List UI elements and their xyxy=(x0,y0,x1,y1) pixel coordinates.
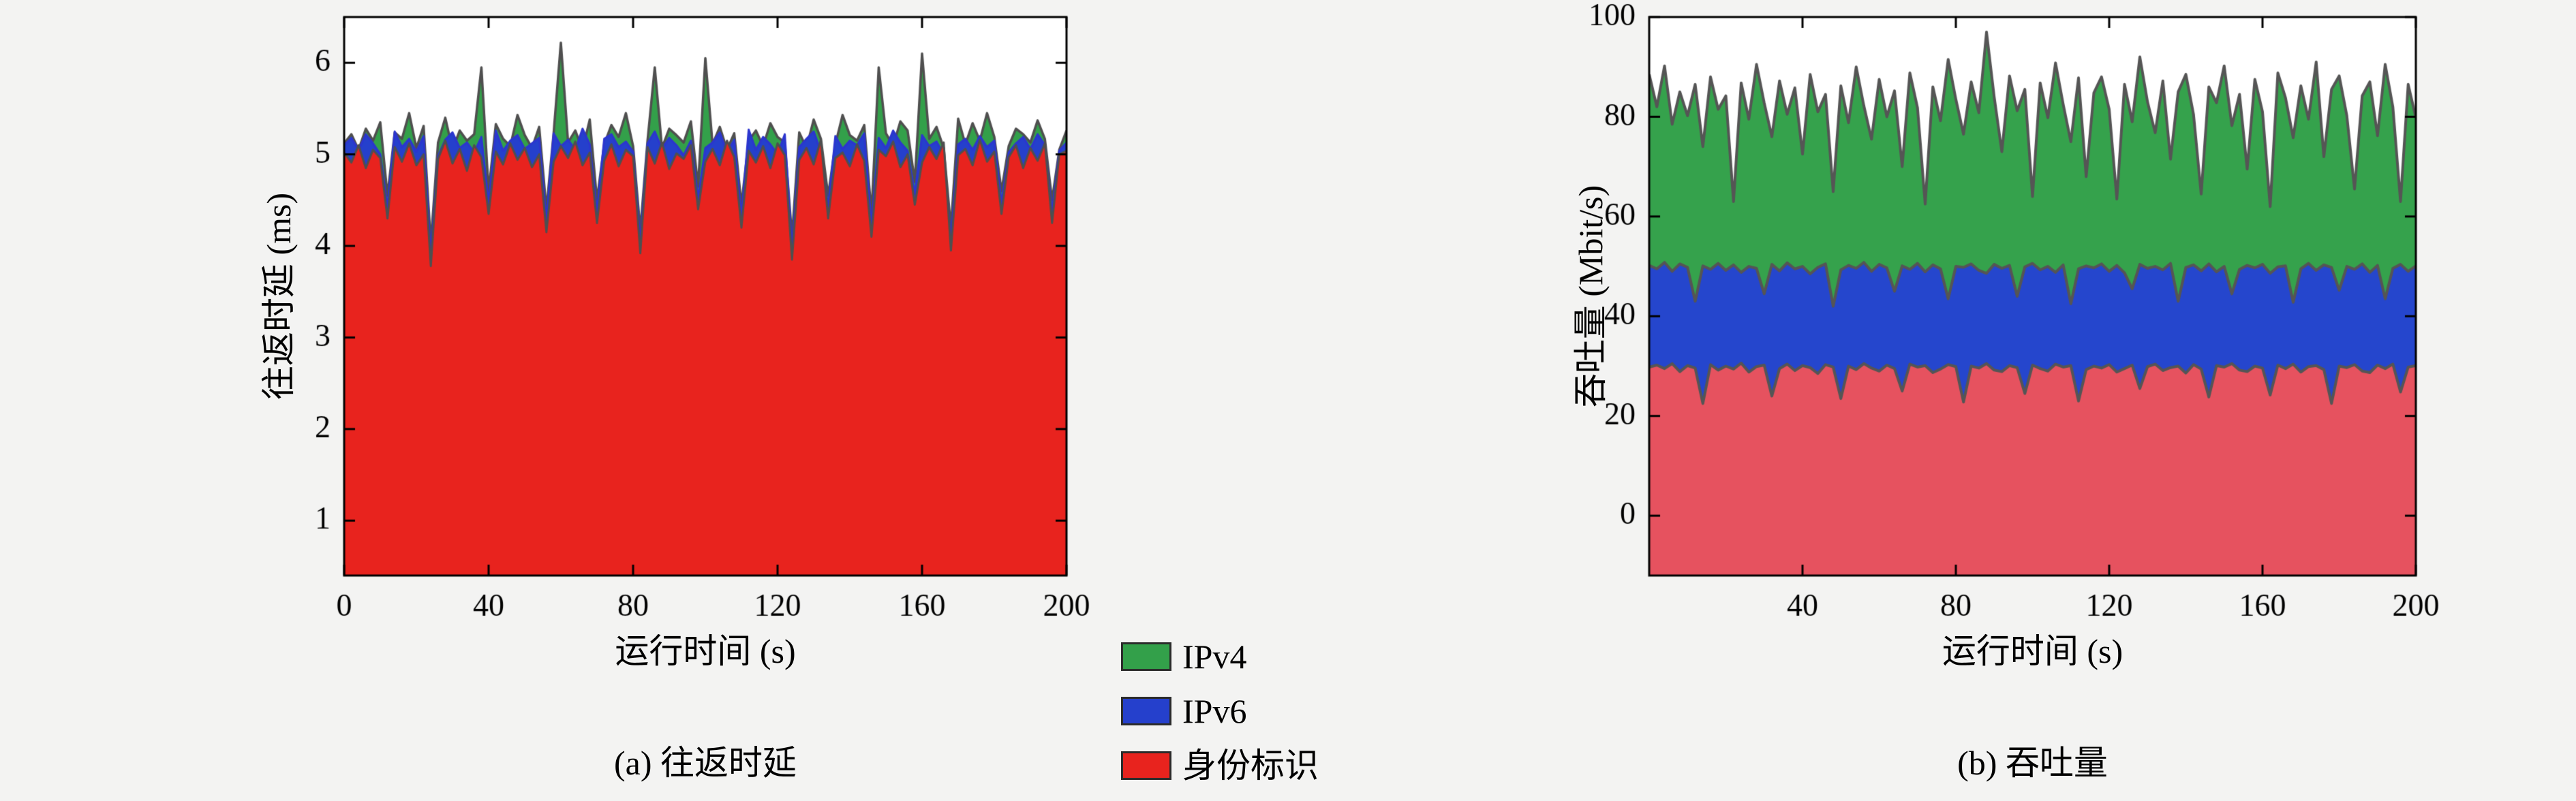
rtt-plot-canvas xyxy=(225,0,1179,668)
legend-item-ipv4: IPv4 xyxy=(1121,637,1319,676)
throughput-caption: (b) 吞吐量 xyxy=(1957,744,2108,782)
throughput-plot-canvas xyxy=(1523,0,2477,668)
ipv4-legend-label: IPv4 xyxy=(1182,638,1247,676)
throughput-y-axis-label: 吞吐量 (Mbit/s) xyxy=(1571,185,1610,408)
legend-item-ipv6: IPv6 xyxy=(1121,691,1319,731)
ipv6-color-swatch-icon xyxy=(1121,697,1171,725)
throughput-x-axis-label: 运行时间 (s) xyxy=(1942,632,2123,670)
rtt-caption: (a) 往返时延 xyxy=(614,744,797,782)
identity-legend-label: 身份标识 xyxy=(1182,747,1319,785)
ipv4-color-swatch-icon xyxy=(1121,642,1171,671)
identity-color-swatch-icon xyxy=(1121,751,1171,780)
ipv6-legend-label: IPv6 xyxy=(1182,692,1247,730)
rtt-chart: 往返时延 (ms) 运行时间 (s) (a) 往返时延 xyxy=(225,0,1179,801)
rtt-x-axis-label: 运行时间 (s) xyxy=(615,632,796,670)
legend: IPv4 IPv6 身份标识 xyxy=(1121,637,1319,800)
legend-item-identity: 身份标识 xyxy=(1121,746,1319,785)
rtt-y-axis-label: 往返时延 (ms) xyxy=(260,192,298,400)
throughput-chart: 吞吐量 (Mbit/s) 运行时间 (s) (b) 吞吐量 xyxy=(1523,0,2477,801)
